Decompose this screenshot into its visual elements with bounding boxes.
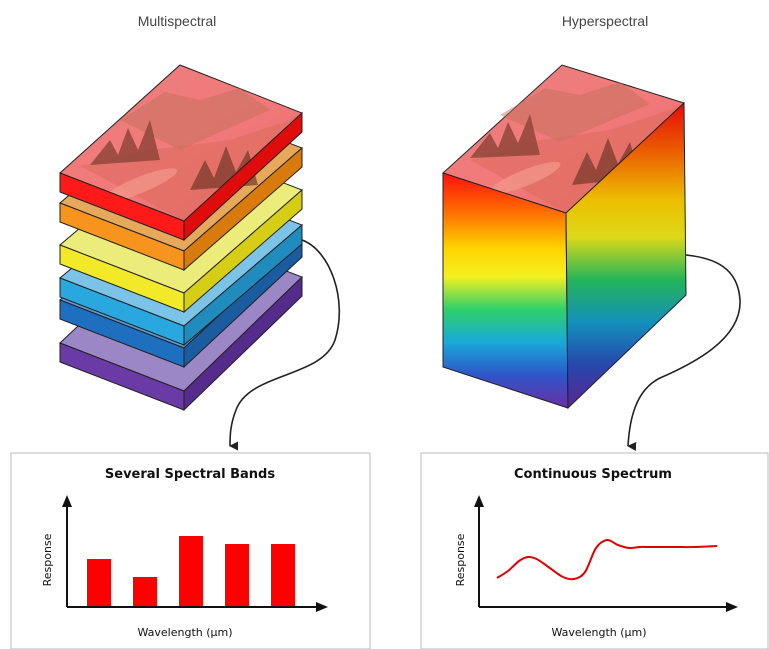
landscape-image: [80, 88, 300, 221]
multispectral-heading: Multispectral: [138, 13, 217, 29]
hyperspectral-heading: Hyperspectral: [562, 13, 648, 29]
bands-plot-area: [87, 536, 295, 606]
spectrum-plot-area: [496, 538, 718, 581]
spectrum-y-axis-arrow: [474, 495, 484, 507]
hyperspectral-connector-arrow: [627, 254, 741, 451]
band-bar-5: [271, 544, 295, 606]
spectrum-chart-title: Continuous Spectrum: [514, 467, 672, 482]
bands-x-axis-arrow: [316, 602, 328, 612]
band-bar-2: [133, 577, 157, 606]
spectrum-y-axis-label: Response: [454, 533, 467, 586]
bands-y-axis-arrow: [62, 495, 72, 507]
bands-x-axis-label: Wavelength (μm): [137, 626, 232, 639]
bands-chart: Several Spectral Bands Response Waveleng…: [10, 452, 371, 649]
band-bar-3: [179, 536, 203, 606]
band-bar-1: [87, 559, 111, 606]
spectrum-chart: Continuous Spectrum Response Wavelength …: [420, 452, 769, 649]
multispectral-band-stack: [59, 64, 303, 412]
bands-y-axis-label: Response: [41, 533, 54, 586]
spectrum-curve: [496, 538, 718, 581]
hyperspectral-cube: [442, 64, 687, 410]
multispectral-connector-arrow: [229, 239, 341, 451]
band-bar-4: [225, 544, 249, 606]
bands-chart-title: Several Spectral Bands: [105, 467, 275, 482]
spectrum-x-axis-arrow: [726, 602, 738, 612]
band-red-layer: [59, 64, 303, 242]
spectrum-x-axis-label: Wavelength (μm): [551, 626, 646, 639]
